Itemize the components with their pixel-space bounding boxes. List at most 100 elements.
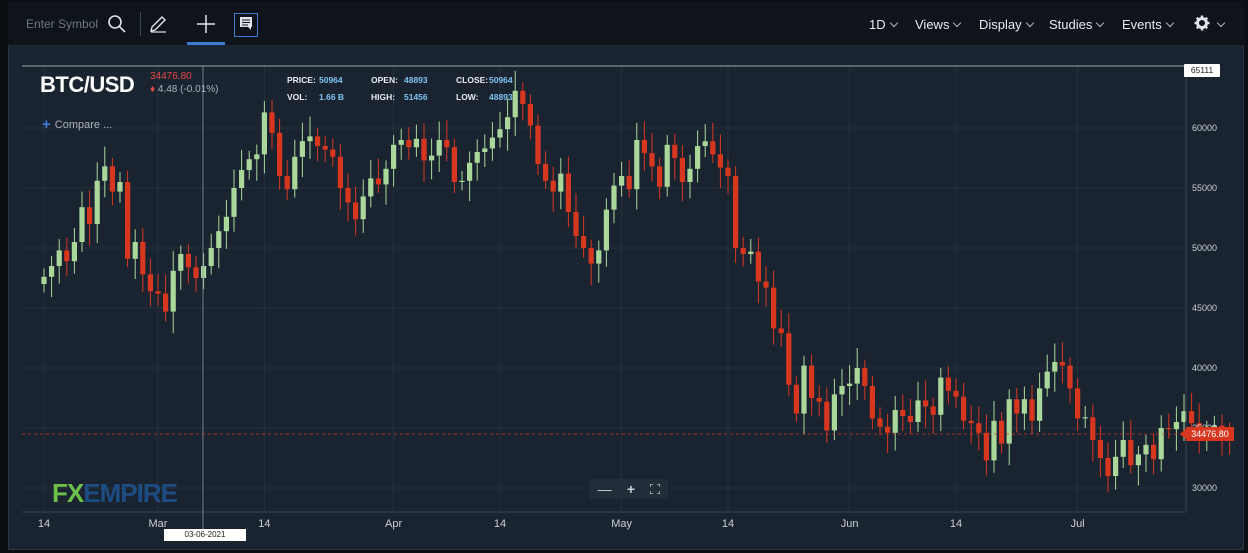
candle-body [413, 138, 419, 148]
price-change-value: 4.48 (-0.01%) [157, 84, 219, 95]
compare-button[interactable]: + Compare ... [42, 116, 112, 133]
candle-body [391, 144, 397, 169]
candle-body [641, 140, 647, 154]
y-tick-label: 45000 [1192, 303, 1217, 313]
candle-body [254, 154, 260, 160]
y-tick-label: 40000 [1192, 363, 1217, 373]
x-tick-label: 14 [722, 518, 734, 530]
candle-body [383, 168, 389, 185]
candle-body [299, 141, 305, 157]
candle-body [223, 216, 229, 232]
candle-body [786, 333, 792, 385]
candle-body [1105, 458, 1111, 476]
candle-body [991, 420, 997, 461]
candle-body [581, 236, 587, 248]
candle-body [360, 196, 366, 220]
candle-body [1067, 365, 1073, 389]
candle-body [1173, 422, 1179, 430]
candle-body [406, 140, 412, 148]
logo-fx: FX [52, 478, 84, 508]
candle-body [923, 400, 929, 407]
x-tick-label: May [611, 518, 632, 530]
candle-body [1059, 362, 1065, 366]
candle-body [983, 432, 989, 461]
candle-body [102, 166, 108, 181]
candle-body [1135, 454, 1141, 466]
open-value: 48893 [404, 75, 428, 85]
candle-body [778, 328, 784, 334]
zoom-in-button[interactable]: + [626, 481, 636, 497]
plus-icon: + [42, 116, 51, 133]
high-value: 51456 [404, 92, 428, 102]
y-tick-label: 50000 [1192, 243, 1217, 253]
symbol-search-input[interactable] [26, 12, 106, 36]
candle-body [505, 117, 511, 130]
zoom-out-button[interactable]: — [597, 481, 612, 497]
candle-body [1044, 371, 1050, 389]
candle-body [1082, 417, 1088, 419]
candle-body [398, 140, 404, 145]
candle-body [216, 231, 222, 248]
studies-label: Studies [1049, 16, 1093, 32]
candle-body [140, 242, 146, 275]
candle-body [953, 390, 959, 397]
chart-axes: 3000035000400004500050000550006000014Mar… [22, 65, 1217, 530]
candle-body [64, 250, 70, 262]
candle-body [201, 266, 207, 278]
candle-body [930, 406, 936, 415]
candle-body [239, 170, 245, 188]
display-label: Display [979, 16, 1022, 32]
last-price: 34476.80 [150, 71, 192, 82]
crosshair-icon[interactable] [195, 13, 217, 40]
note-button[interactable] [234, 13, 258, 37]
candle-body [1075, 388, 1081, 419]
candle-body [611, 185, 617, 210]
candle-body [79, 207, 85, 242]
candle-body [862, 368, 868, 386]
candle-body [1097, 440, 1103, 458]
candle-body [1052, 362, 1058, 372]
candle-body [687, 168, 693, 182]
fullscreen-button[interactable] [649, 481, 661, 497]
candle-body [429, 155, 435, 161]
interval-dropdown[interactable]: 1D [869, 2, 898, 46]
candle-body [550, 180, 556, 192]
low-value: 48893 [489, 92, 513, 102]
candle-body [543, 164, 549, 181]
draw-pencil-icon[interactable] [148, 14, 168, 39]
candle-body [284, 176, 290, 190]
x-tick-label: Apr [385, 518, 402, 530]
candle-body [231, 188, 237, 217]
close-label: CLOSE: [456, 75, 489, 85]
x-tick-label: Jun [841, 518, 859, 530]
x-tick-label: 14 [258, 518, 270, 530]
events-label: Events [1122, 16, 1162, 32]
views-menu[interactable]: Views [915, 2, 962, 46]
candle-body [527, 104, 533, 126]
price-value: 50964 [319, 75, 343, 85]
candle-body [847, 383, 853, 386]
y-tick-label: 30000 [1192, 483, 1217, 493]
zoom-controls: — + [590, 479, 668, 499]
note-icon [238, 15, 254, 36]
candle-body [1113, 456, 1119, 476]
search-icon[interactable] [107, 14, 127, 39]
candle-body [261, 112, 267, 155]
candle-body [634, 140, 640, 190]
events-menu[interactable]: Events [1122, 2, 1174, 46]
high-price-marker: 65111 [1184, 64, 1220, 77]
candle-body [71, 242, 77, 262]
display-menu[interactable]: Display [979, 2, 1034, 46]
x-tick-label: 14 [494, 518, 506, 530]
logo-empire: EMPIRE [83, 478, 178, 508]
down-arrow-icon: ♦ [150, 84, 156, 95]
candle-body [748, 251, 754, 254]
candle-body [725, 167, 731, 176]
settings-menu[interactable] [1194, 2, 1226, 46]
candlestick-series [41, 70, 1233, 493]
studies-menu[interactable]: Studies [1049, 2, 1105, 46]
candle-body [246, 159, 252, 170]
fullscreen-icon [649, 483, 661, 495]
candle-body [193, 267, 199, 278]
